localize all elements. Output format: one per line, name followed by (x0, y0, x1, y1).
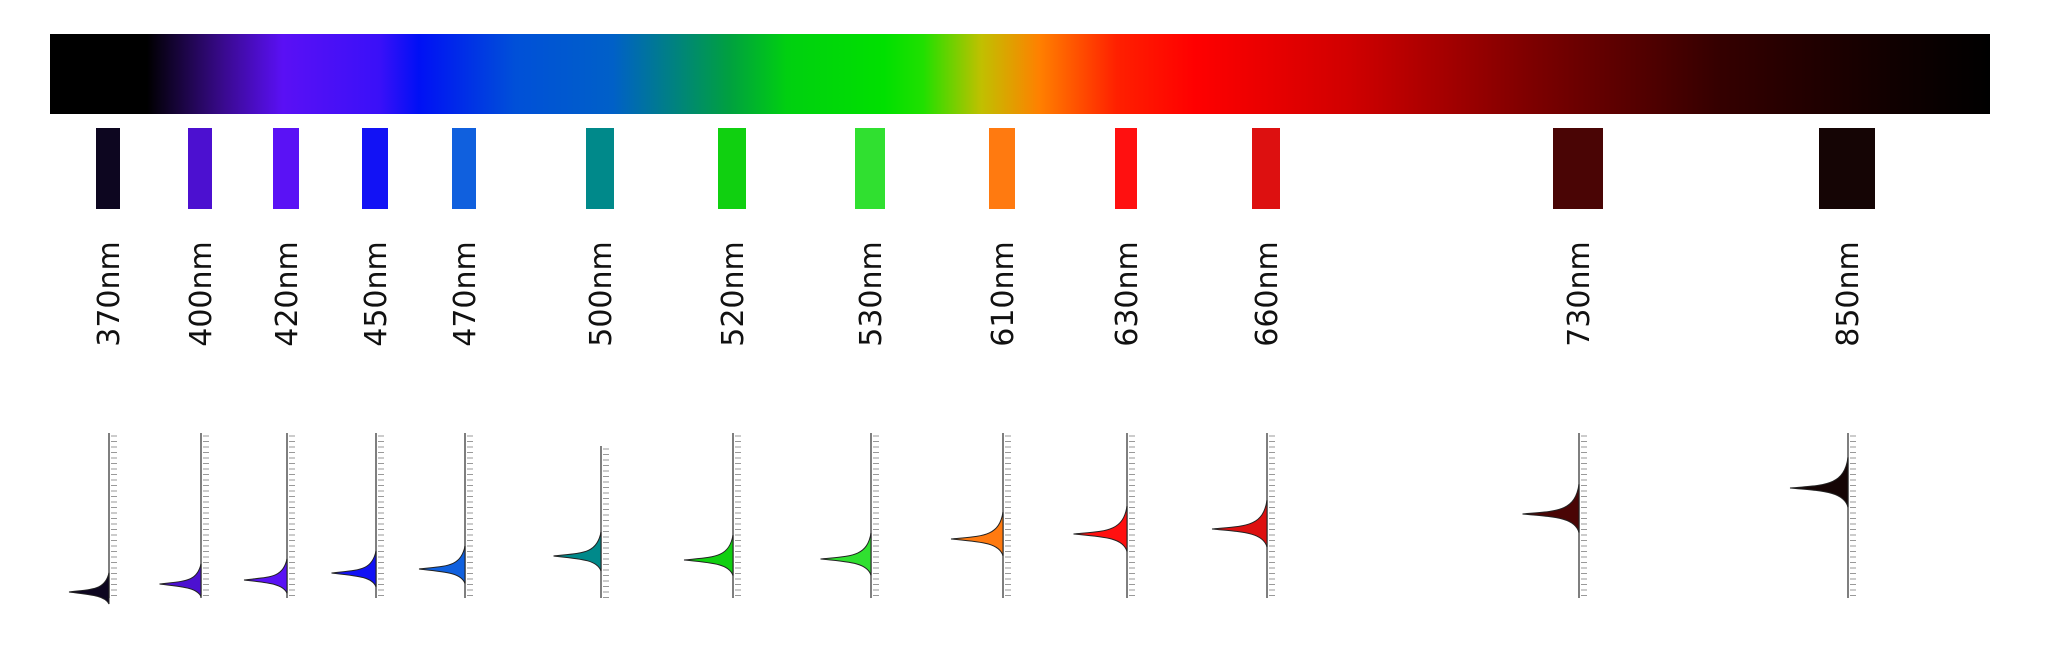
wavelength-label: 660nm (1250, 241, 1285, 347)
wavelength-label: 400nm (184, 241, 219, 347)
color-swatch (1115, 128, 1137, 209)
color-swatch (362, 128, 388, 209)
wavelength-label: 520nm (716, 241, 751, 347)
wavelength-label: 610nm (986, 241, 1021, 347)
spectral-peak (159, 563, 202, 597)
spectral-peak (1789, 457, 1849, 508)
color-swatch (1553, 128, 1603, 209)
wavelength-label: 370nm (92, 241, 127, 347)
spectrum-bar (50, 34, 1990, 114)
spectral-peak (1522, 484, 1580, 533)
spectral-peak (1211, 500, 1268, 548)
color-swatch (188, 128, 212, 209)
wavelength-label: 730nm (1562, 241, 1597, 347)
color-swatch (1819, 128, 1875, 209)
spectral-peak (553, 531, 602, 572)
spectral-peak (820, 532, 872, 576)
color-swatch (452, 128, 476, 209)
spectral-peak (418, 545, 466, 584)
wavelength-label: 850nm (1831, 241, 1866, 347)
wavelength-label: 530nm (854, 241, 889, 347)
spectral-peak (243, 558, 288, 594)
color-swatch (273, 128, 299, 209)
color-swatch (989, 128, 1015, 209)
spectral-peak (331, 550, 377, 588)
spectral-peak (1073, 506, 1128, 552)
wavelength-label: 450nm (359, 241, 394, 347)
color-swatch (855, 128, 885, 209)
spectral-peak (68, 572, 110, 605)
color-swatch (1252, 128, 1280, 209)
color-swatch (718, 128, 746, 209)
spectral-peak (683, 534, 734, 576)
wavelength-label: 470nm (448, 241, 483, 347)
wavelength-label: 630nm (1110, 241, 1145, 347)
color-swatch (96, 128, 120, 209)
wavelength-label: 500nm (584, 241, 619, 347)
wavelength-label: 420nm (270, 241, 305, 347)
spectral-peak (950, 512, 1004, 556)
color-swatch (586, 128, 614, 209)
